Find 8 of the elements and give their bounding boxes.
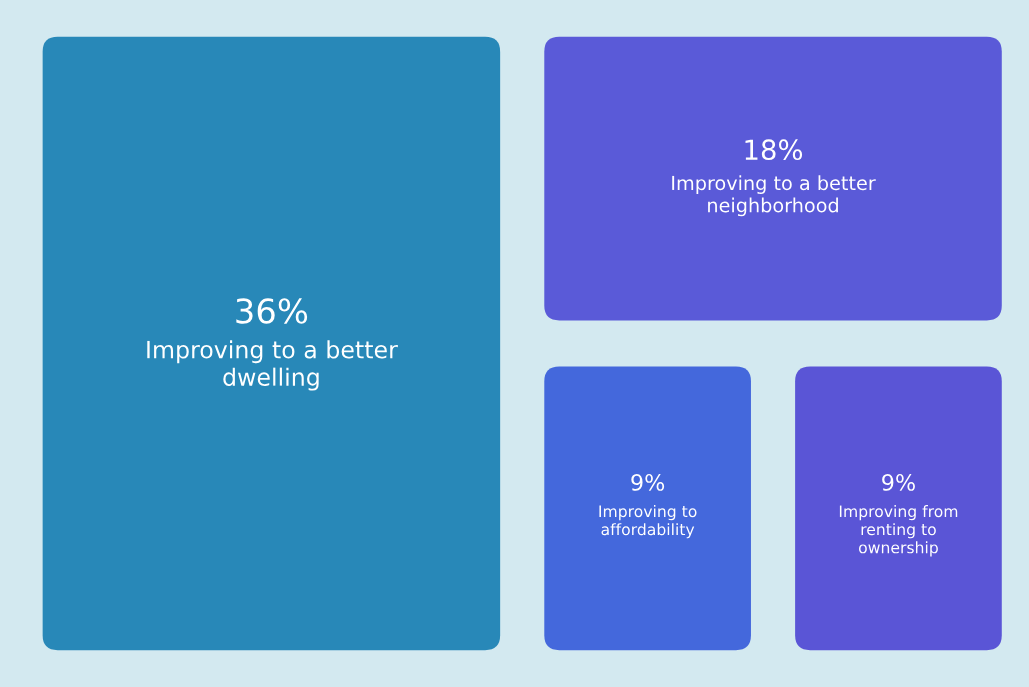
data-label: 9% <box>631 473 665 491</box>
data-label: 9% <box>882 473 915 491</box>
data-label: 36% <box>236 298 308 324</box>
category-label: Improving to affordability <box>599 505 697 539</box>
category-label: Improving to a better neighborhood <box>672 175 876 217</box>
category-label: Improving from renting to ownership <box>839 505 958 557</box>
data-label: 18% <box>745 139 803 161</box>
category-label: Improving to a better dwelling <box>147 340 398 391</box>
